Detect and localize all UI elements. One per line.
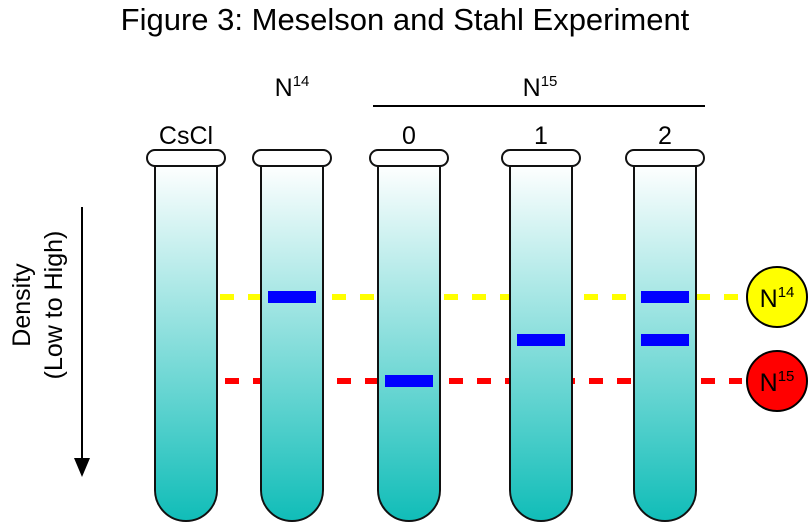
test-tube: [260, 163, 324, 522]
dna-band-light: [641, 291, 689, 303]
legend-label: N15: [760, 368, 795, 397]
test-tube: [377, 163, 441, 522]
figure-title: Figure 3: Meselson and Stahl Experiment: [121, 2, 690, 37]
tube-cap: [369, 149, 449, 167]
n15-group-label: N15: [523, 73, 558, 102]
dna-band-hybrid: [517, 334, 565, 346]
axis-label-density: Density: [8, 263, 36, 347]
tube-2: 0: [369, 122, 449, 522]
tube-label: 2: [658, 122, 672, 150]
tube-0: CsCl: [146, 122, 226, 522]
dna-band-heavy: [385, 375, 433, 387]
tube-label: N14: [275, 73, 310, 102]
legend-circle: [746, 350, 808, 412]
tube-1: N14: [252, 73, 332, 522]
axis-label-range: (Low to High): [40, 231, 68, 380]
arrow-down-icon: [74, 458, 90, 477]
legend-heavy: N15: [746, 350, 808, 412]
tube-label: 0: [402, 122, 416, 150]
tube-cap: [625, 149, 705, 167]
tube-cap: [146, 149, 226, 167]
dna-band-light: [268, 291, 316, 303]
dna-band-hybrid: [641, 334, 689, 346]
tube-4: 2: [625, 122, 705, 522]
tube-cap: [252, 149, 332, 167]
legend-light: N14: [746, 266, 808, 328]
tube-cap: [501, 149, 581, 167]
legend-circle: [746, 266, 808, 328]
tube-label: CsCl: [159, 122, 213, 150]
n15-group-header: N15: [373, 73, 705, 107]
tube-3: 1: [501, 122, 581, 522]
legend: N14 N15: [746, 266, 808, 412]
density-axis: Density (Low to High): [8, 207, 90, 477]
tubes: CsCl N14 0 1 2: [146, 73, 705, 522]
test-tube: [154, 163, 218, 522]
legend-label: N14: [760, 284, 795, 313]
tube-label: 1: [534, 122, 548, 150]
